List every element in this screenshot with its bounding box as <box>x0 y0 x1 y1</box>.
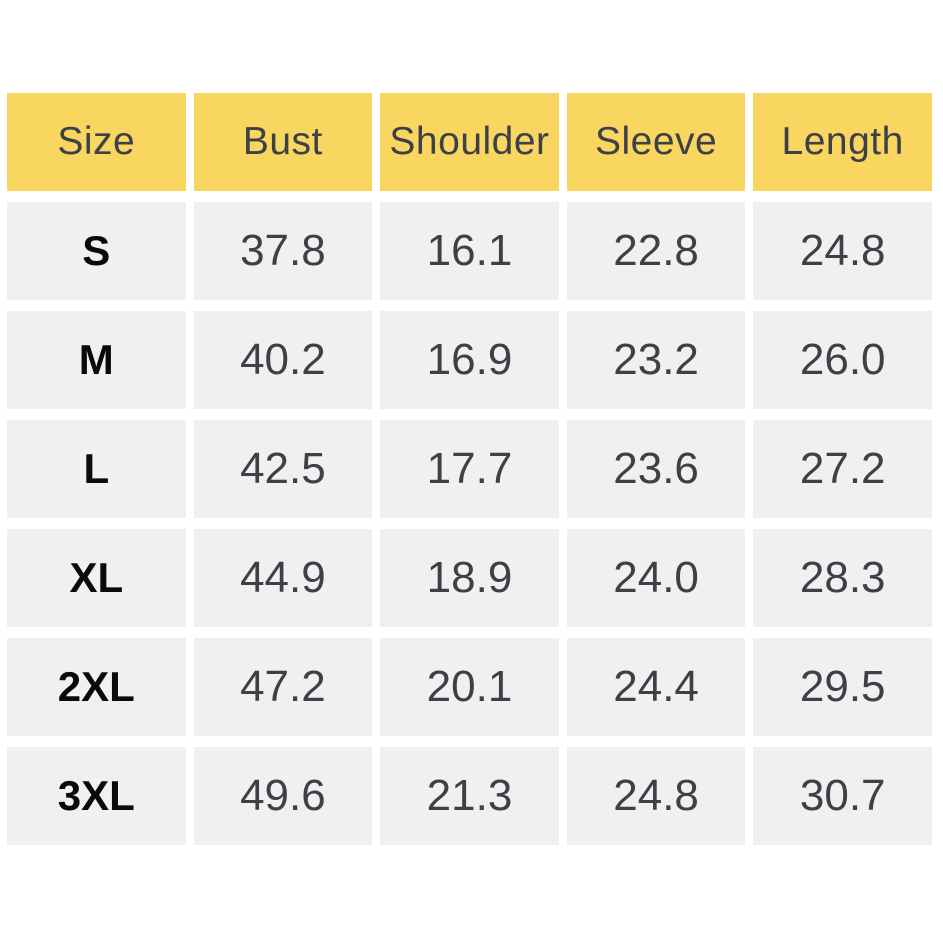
cell-xl-length: 28.3 <box>753 529 932 627</box>
cell-l-bust: 42.5 <box>193 420 373 518</box>
size-label-2xl: 2XL <box>7 638 186 736</box>
cell-3xl-shoulder: 21.3 <box>380 747 559 845</box>
cell-s-sleeve: 22.8 <box>566 202 746 300</box>
header-cell-bust: Bust <box>193 93 373 191</box>
cell-xl-sleeve: 24.0 <box>566 529 746 627</box>
size-label-xl: XL <box>7 529 186 627</box>
cell-m-length: 26.0 <box>753 311 932 409</box>
cell-2xl-shoulder: 20.1 <box>380 638 559 736</box>
header-cell-size: Size <box>7 93 186 191</box>
cell-xl-bust: 44.9 <box>193 529 373 627</box>
header-cell-sleeve: Sleeve <box>566 93 746 191</box>
cell-m-bust: 40.2 <box>193 311 373 409</box>
cell-l-sleeve: 23.6 <box>566 420 746 518</box>
cell-2xl-bust: 47.2 <box>193 638 373 736</box>
cell-s-shoulder: 16.1 <box>380 202 559 300</box>
cell-s-bust: 37.8 <box>193 202 373 300</box>
size-label-m: M <box>7 311 186 409</box>
cell-2xl-sleeve: 24.4 <box>566 638 746 736</box>
cell-s-length: 24.8 <box>753 202 932 300</box>
size-label-l: L <box>7 420 186 518</box>
size-label-3xl: 3XL <box>7 747 186 845</box>
cell-l-shoulder: 17.7 <box>380 420 559 518</box>
size-label-s: S <box>7 202 186 300</box>
size-chart-table: Size Bust Shoulder Sleeve Length S 37.8 … <box>7 93 932 845</box>
cell-3xl-length: 30.7 <box>753 747 932 845</box>
cell-xl-shoulder: 18.9 <box>380 529 559 627</box>
cell-l-length: 27.2 <box>753 420 932 518</box>
cell-2xl-length: 29.5 <box>753 638 932 736</box>
cell-3xl-bust: 49.6 <box>193 747 373 845</box>
header-cell-length: Length <box>753 93 932 191</box>
cell-3xl-sleeve: 24.8 <box>566 747 746 845</box>
cell-m-sleeve: 23.2 <box>566 311 746 409</box>
cell-m-shoulder: 16.9 <box>380 311 559 409</box>
header-cell-shoulder: Shoulder <box>380 93 559 191</box>
